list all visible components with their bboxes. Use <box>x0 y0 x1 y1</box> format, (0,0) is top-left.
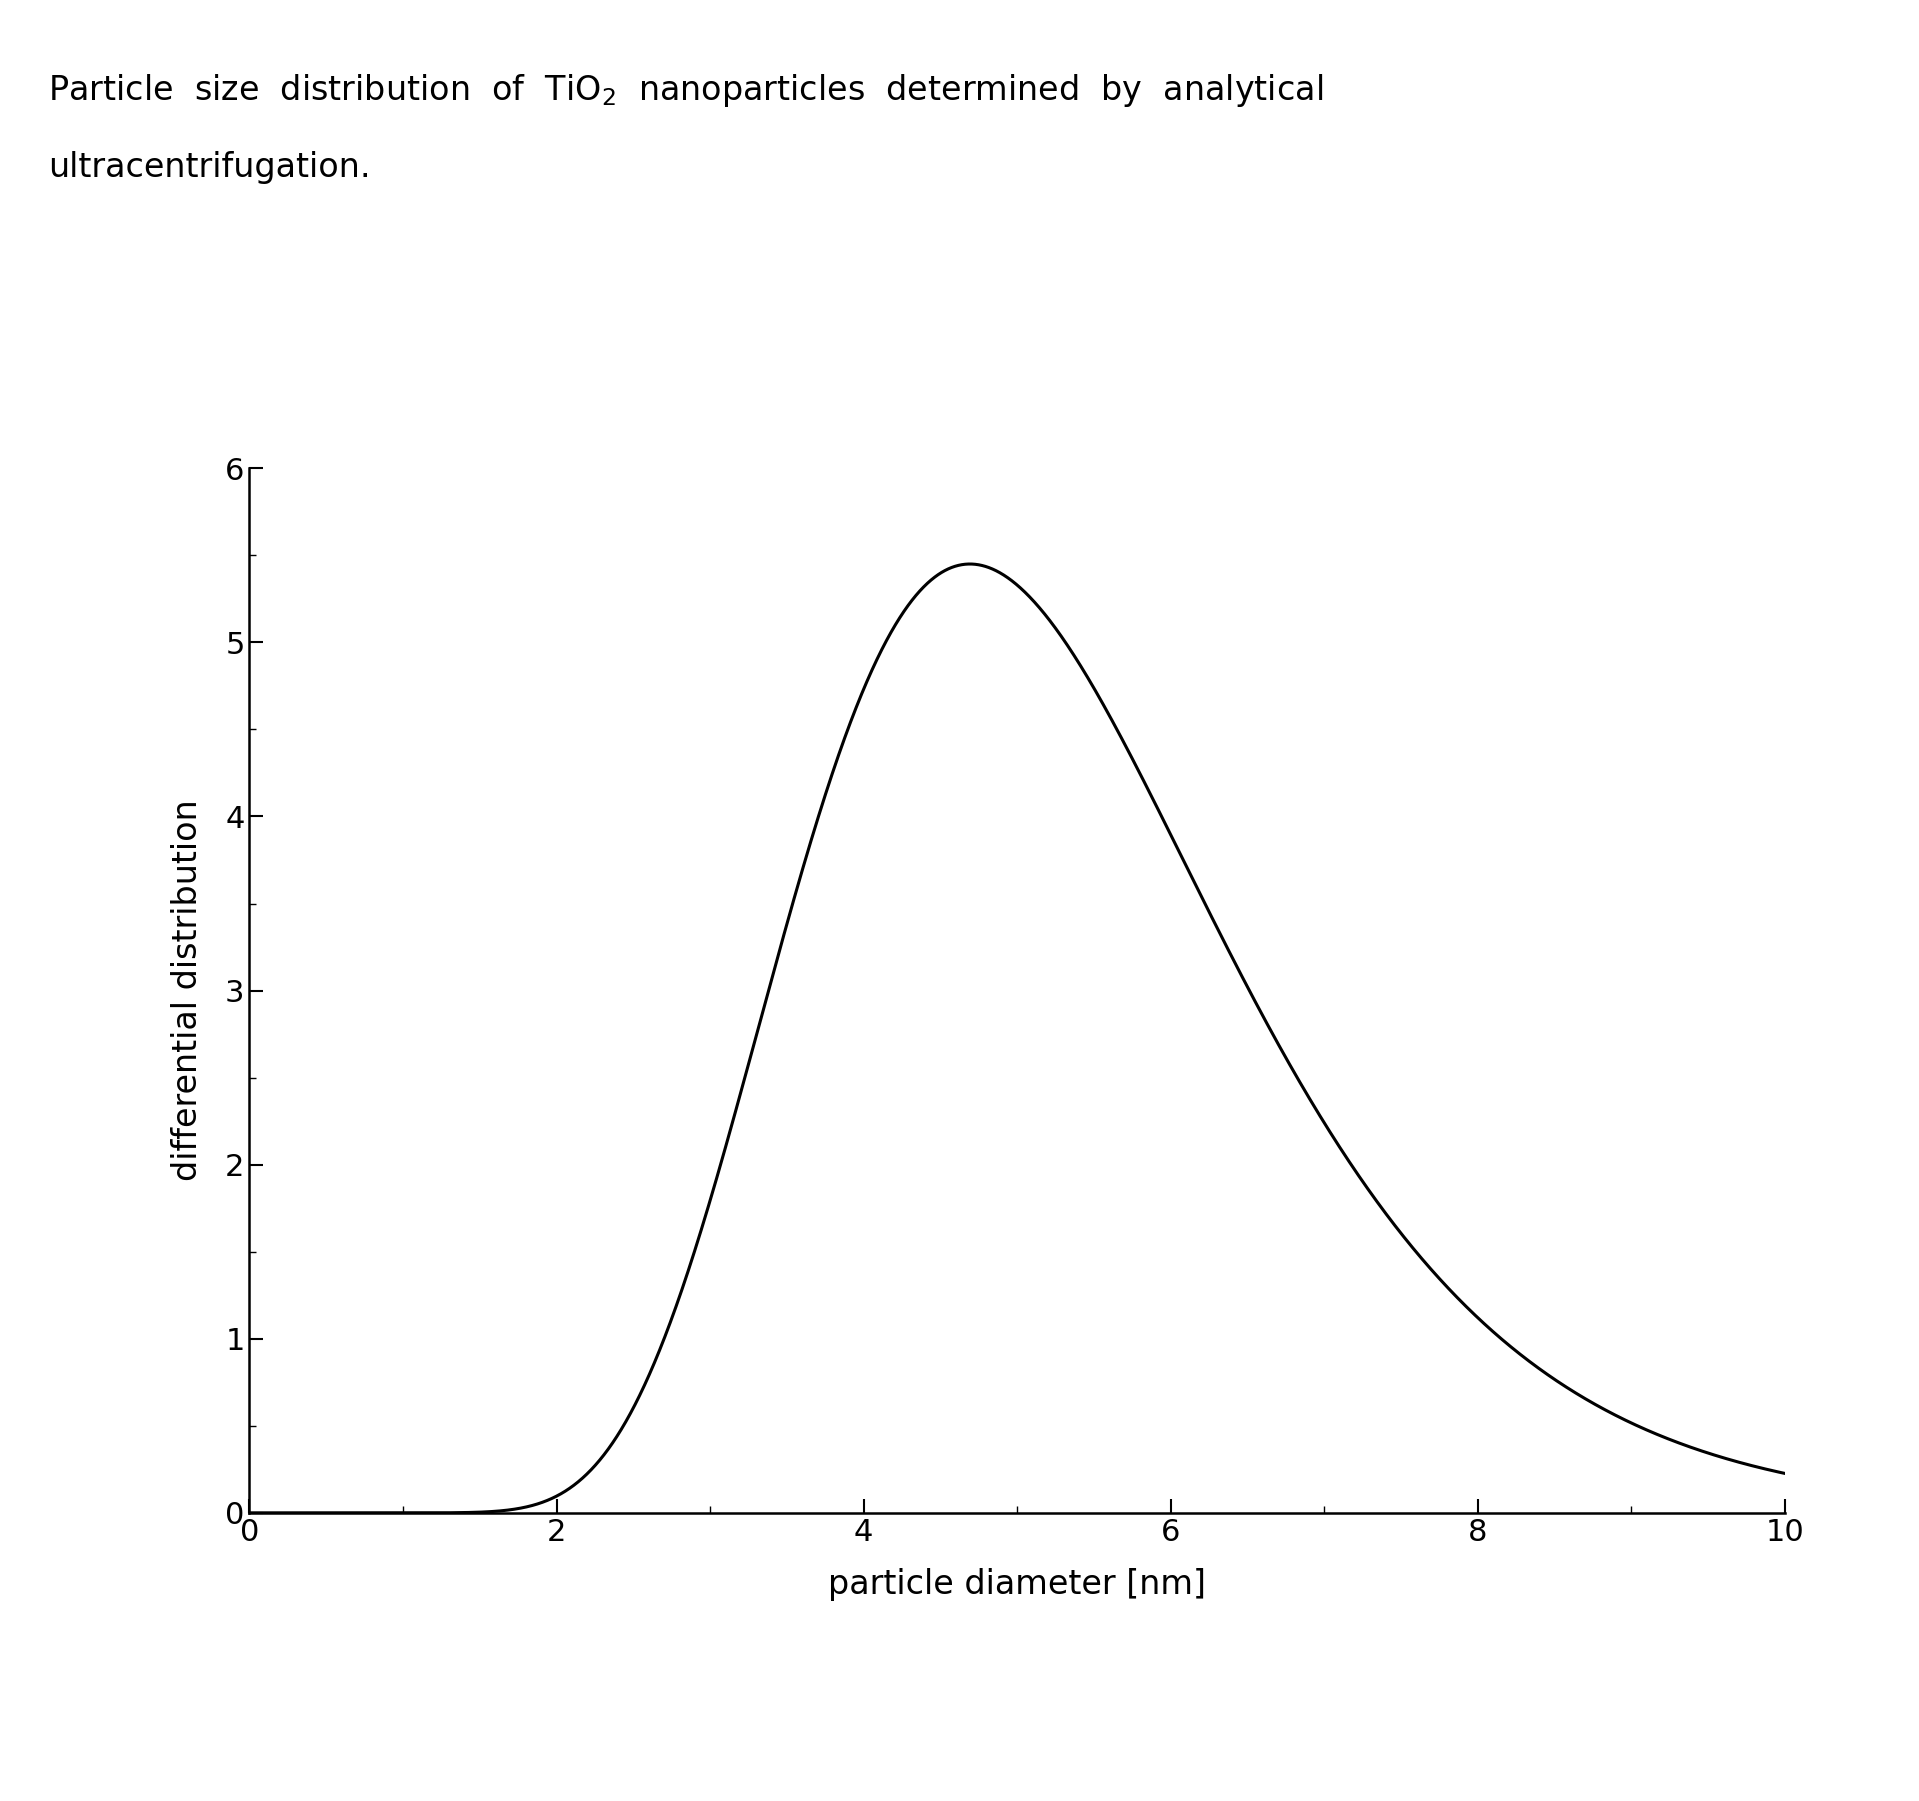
X-axis label: particle diameter [nm]: particle diameter [nm] <box>829 1567 1205 1601</box>
Text: Particle  size  distribution  of  TiO$_2$  nanoparticles  determined  by  analyt: Particle size distribution of TiO$_2$ na… <box>48 72 1322 110</box>
Y-axis label: differential distribution: differential distribution <box>171 800 203 1181</box>
Text: ultracentrifugation.: ultracentrifugation. <box>48 151 370 184</box>
